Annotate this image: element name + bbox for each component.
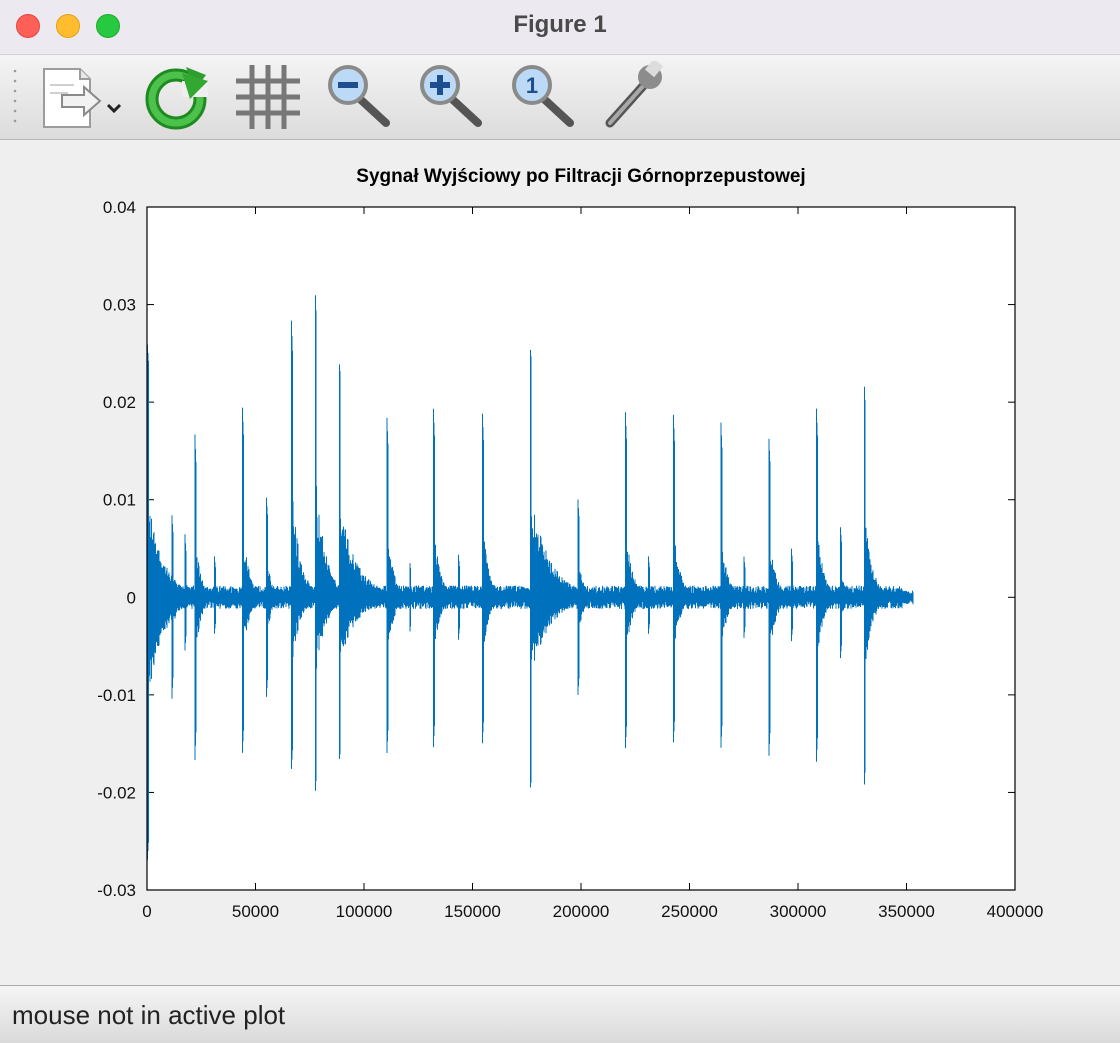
x-tick-label: 150000 xyxy=(444,902,501,921)
status-text: mouse not in active plot xyxy=(12,1000,286,1030)
zoom-in-icon xyxy=(420,65,482,127)
window-titlebar: Figure 1 xyxy=(0,0,1120,55)
x-tick-label: 50000 xyxy=(232,902,279,921)
y-tick-label: 0 xyxy=(127,588,136,607)
y-tick-label: -0.02 xyxy=(97,783,136,802)
zoom-reset-glyph: 1 xyxy=(526,73,538,98)
export-document-icon xyxy=(43,68,122,128)
axes-background xyxy=(147,207,1015,890)
chart-title: Sygnał Wyjściowy po Filtracji Górnoprzep… xyxy=(356,166,805,187)
x-tick-label: 400000 xyxy=(987,902,1044,921)
axes-frame xyxy=(146,206,1016,891)
refresh-icon xyxy=(145,67,208,130)
x-tick-label: 100000 xyxy=(336,902,393,921)
status-bar: mouse not in active plot xyxy=(0,985,1120,1043)
zoom-out-button[interactable] xyxy=(324,61,394,131)
x-tick-label: 200000 xyxy=(553,902,610,921)
y-tick-label: 0.03 xyxy=(103,296,136,315)
window-minimize-button[interactable] xyxy=(56,14,80,38)
figure-toolbar: 1 xyxy=(0,55,1120,140)
grid-toggle-button[interactable] xyxy=(232,61,302,131)
y-tick-label: 0.02 xyxy=(103,393,136,412)
toolbar-grip-handle[interactable] xyxy=(12,67,18,127)
refresh-button[interactable] xyxy=(142,61,212,131)
plot-canvas[interactable]: Sygnał Wyjściowy po Filtracji Górnoprzep… xyxy=(0,140,1120,984)
y-tick-label: 0.04 xyxy=(103,198,136,217)
zoom-reset-icon: 1 xyxy=(512,65,574,127)
x-tick-label: 250000 xyxy=(661,902,718,921)
y-tick-label: -0.01 xyxy=(97,686,136,705)
x-tick-label: 350000 xyxy=(878,902,935,921)
window-maximize-button[interactable] xyxy=(96,14,120,38)
signal-chart[interactable]: Sygnał Wyjściowy po Filtracji Górnoprzep… xyxy=(0,140,1120,984)
export-button[interactable] xyxy=(38,61,130,131)
window-title: Figure 1 xyxy=(513,11,607,38)
zoom-out-icon xyxy=(328,65,390,127)
zoom-in-button[interactable] xyxy=(416,61,486,131)
chevron-down-icon xyxy=(106,103,122,114)
axes-ticks: 0 50000 100000 150000 200000 250000 300000 3500… xyxy=(97,198,1043,921)
grid-icon xyxy=(236,65,300,129)
axes-properties-button[interactable] xyxy=(598,61,668,131)
y-tick-label: -0.03 xyxy=(97,881,136,900)
x-tick-label: 0 xyxy=(142,902,151,921)
wrench-icon xyxy=(605,61,664,128)
x-tick-label: 300000 xyxy=(770,902,827,921)
zoom-reset-button[interactable]: 1 xyxy=(508,61,578,131)
window-close-button[interactable] xyxy=(16,14,40,38)
y-tick-label: 0.01 xyxy=(103,491,136,510)
